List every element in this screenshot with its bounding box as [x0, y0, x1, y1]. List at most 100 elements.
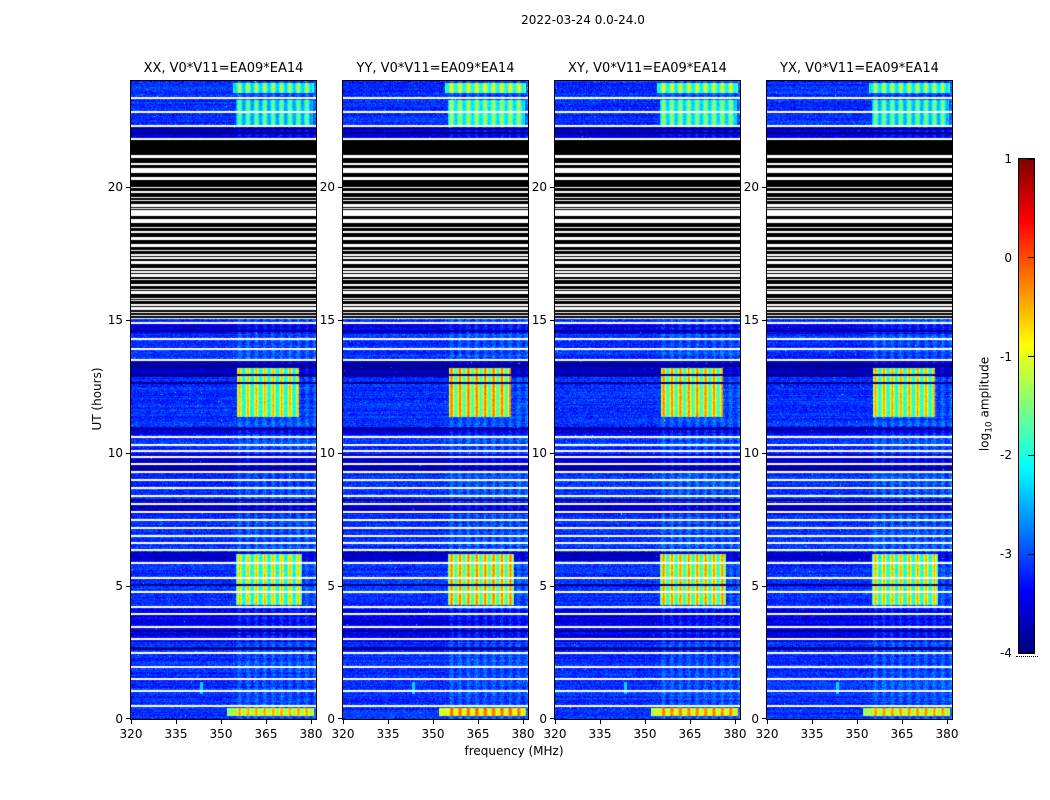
colorbar-tick-mark: [1028, 454, 1034, 456]
y-tick-mark: [338, 585, 342, 587]
x-tick-mark: [523, 720, 524, 724]
colorbar-tick-label: 0: [1004, 250, 1012, 265]
colorbar-label-pre: log: [977, 432, 992, 452]
colorbar: 1 0 -1 -2 -3 -4: [1000, 152, 1038, 660]
x-tick-mark: [433, 720, 434, 724]
colorbar-tick-label: -2: [1000, 448, 1012, 463]
colorbar-tick-label: -1: [1000, 349, 1012, 364]
y-tick-label: 0: [327, 712, 335, 726]
colorbar-gradient: [1019, 159, 1034, 653]
colorbar-tick-mark: [1028, 257, 1034, 259]
y-tick-label: 0: [115, 712, 123, 726]
x-tick-mark: [388, 720, 389, 724]
x-tick-label: 350: [209, 727, 233, 741]
x-tick-label: 350: [421, 727, 445, 741]
figure-title: 2022-03-24 0.0-24.0: [521, 13, 645, 27]
x-tick-label: 380: [935, 727, 959, 741]
x-tick-mark: [266, 720, 267, 724]
x-tick-mark: [735, 720, 736, 724]
x-tick-mark: [555, 720, 556, 724]
spectrogram-panel-xy: 320 335 350 365 380 0 5 10 15 20: [532, 80, 746, 741]
colorbar-tick-mark: [1028, 356, 1034, 358]
y-tick-label: 20: [107, 180, 123, 195]
y-tick-mark: [126, 452, 130, 454]
x-tick-mark: [131, 720, 132, 724]
y-tick-mark: [550, 452, 554, 454]
y-tick-label: 5: [327, 579, 335, 594]
x-tick-label: 380: [723, 727, 747, 741]
colorbar-tick-label: -4: [1000, 646, 1012, 660]
y-tick-mark: [550, 585, 554, 587]
x-tick-mark: [812, 720, 813, 724]
colorbar-tick-label: 1: [1004, 152, 1012, 166]
y-tick-label: 20: [319, 180, 335, 195]
x-tick-mark: [478, 720, 479, 724]
spectrogram-panel-yx: 320 335 350 365 380 0 5 10 15 20: [744, 80, 958, 741]
y-tick-mark: [126, 718, 130, 719]
y-tick-mark: [762, 585, 766, 587]
colorbar-tick-mark: [1028, 159, 1034, 160]
y-tick-label: 15: [319, 313, 335, 328]
x-tick-mark: [343, 720, 344, 724]
y-tick-label: 5: [751, 579, 759, 594]
x-tick-label: 335: [164, 727, 188, 741]
y-tick-mark: [762, 186, 766, 188]
x-tick-label: 335: [800, 727, 824, 741]
x-tick-label: 335: [376, 727, 400, 741]
colorbar-bottom-dotted-line: [1016, 656, 1038, 657]
y-tick-label: 15: [107, 313, 123, 328]
y-tick-mark: [338, 319, 342, 321]
colorbar-label-post: amplitude: [977, 356, 992, 422]
y-tick-mark: [126, 319, 130, 321]
y-tick-label: 0: [539, 712, 547, 726]
colorbar-label-subscript: 10: [984, 421, 995, 433]
y-tick-mark: [126, 585, 130, 587]
x-tick-label: 380: [511, 727, 535, 741]
y-tick-label: 20: [531, 180, 547, 195]
x-tick-mark: [176, 720, 177, 724]
x-tick-label: 350: [845, 727, 869, 741]
x-tick-label: 335: [588, 727, 612, 741]
y-tick-mark: [126, 186, 130, 188]
x-tick-label: 320: [331, 727, 355, 741]
spectrogram-panel-xx: 320 335 350 365 380 0 5 10 15 20: [108, 80, 322, 741]
y-tick-mark: [762, 452, 766, 454]
colorbar-tick-label: -3: [1000, 547, 1012, 562]
x-tick-mark: [857, 720, 858, 724]
y-axis-label: UT (hours): [90, 367, 104, 431]
x-tick-label: 320: [755, 727, 779, 741]
x-tick-mark: [311, 720, 312, 724]
x-tick-label: 350: [633, 727, 657, 741]
y-tick-mark: [762, 718, 766, 719]
x-tick-label: 365: [254, 727, 278, 741]
x-tick-label: 320: [119, 727, 143, 741]
y-tick-label: 5: [539, 579, 547, 594]
y-tick-label: 0: [751, 712, 759, 726]
y-tick-mark: [338, 718, 342, 719]
x-tick-mark: [902, 720, 903, 724]
x-tick-mark: [221, 720, 222, 724]
y-tick-mark: [550, 718, 554, 719]
x-axis-label: frequency (MHz): [464, 744, 564, 758]
spectrogram-canvas-xy: [555, 81, 740, 719]
panel-title-xx: XX, V0*V11=EA09*EA14: [143, 61, 304, 76]
panel-title-xy: XY, V0*V11=EA09*EA14: [568, 61, 727, 76]
y-tick-mark: [338, 186, 342, 188]
x-tick-mark: [767, 720, 768, 724]
panel-title-yx: YX, V0*V11=EA09*EA14: [780, 61, 939, 76]
colorbar-label: log10 amplitude: [977, 357, 994, 451]
y-tick-label: 20: [743, 180, 759, 195]
x-tick-label: 380: [299, 727, 323, 741]
x-tick-label: 365: [890, 727, 914, 741]
colorbar-tick-mark: [1028, 553, 1034, 555]
x-tick-mark: [690, 720, 691, 724]
spectrogram-panel-yy: 320 335 350 365 380 0 5 10 15 20: [320, 80, 534, 741]
spectrogram-canvas-yy: [343, 81, 528, 719]
y-tick-mark: [762, 319, 766, 321]
x-tick-mark: [600, 720, 601, 724]
y-tick-label: 10: [107, 446, 123, 461]
x-tick-mark: [947, 720, 948, 724]
spectrogram-canvas-xx: [131, 81, 316, 719]
x-tick-label: 365: [466, 727, 490, 741]
